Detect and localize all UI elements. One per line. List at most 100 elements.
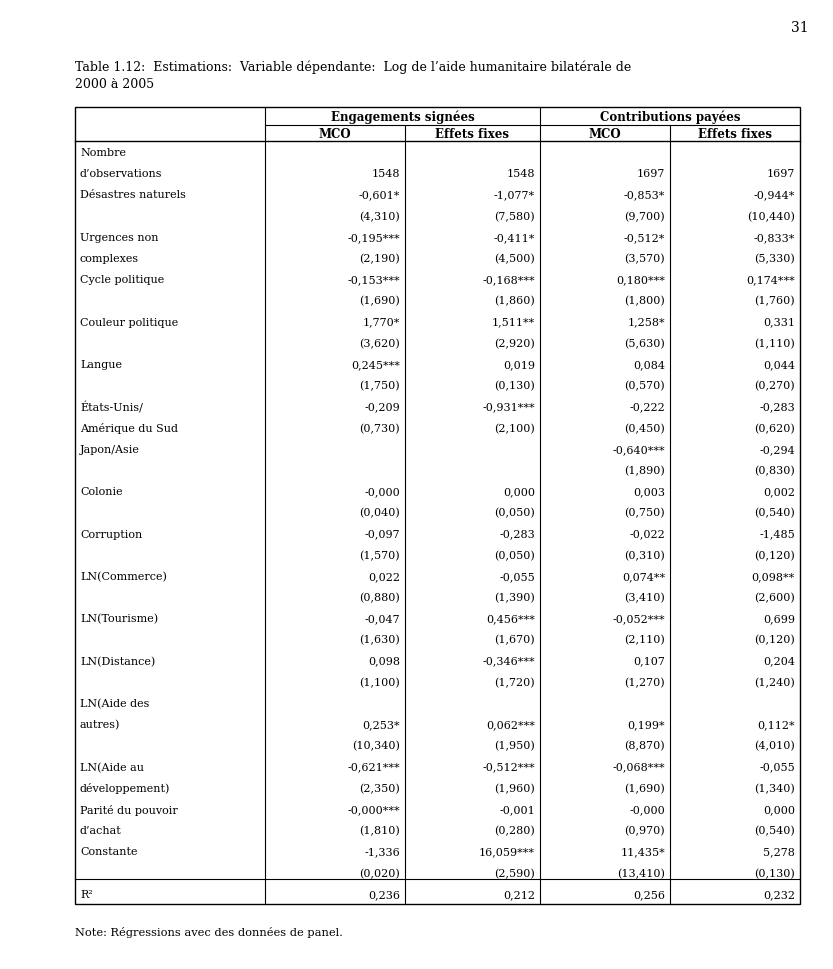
Text: (0,970): (0,970): [625, 826, 665, 835]
Text: Effets fixes: Effets fixes: [436, 127, 510, 141]
Text: complexes: complexes: [80, 254, 139, 264]
Text: (1,950): (1,950): [494, 740, 535, 751]
Text: (1,570): (1,570): [359, 550, 400, 560]
Text: Langue: Langue: [80, 359, 122, 369]
Text: Table 1.12:  Estimations:  Variable dépendante:  Log de l’aide humanitaire bilat: Table 1.12: Estimations: Variable dépend…: [75, 60, 631, 74]
Text: -0,411*: -0,411*: [494, 233, 535, 242]
Text: -0,512***: -0,512***: [482, 762, 535, 772]
Text: 31: 31: [791, 21, 809, 35]
Text: (2,920): (2,920): [494, 338, 535, 349]
Text: (5,630): (5,630): [624, 338, 665, 349]
Text: -0,294: -0,294: [759, 444, 795, 454]
Text: (0,620): (0,620): [754, 422, 795, 433]
Text: (0,040): (0,040): [359, 508, 400, 518]
Text: 1548: 1548: [372, 169, 400, 179]
Text: Parité du pouvoir: Parité du pouvoir: [80, 803, 177, 815]
Text: (0,540): (0,540): [754, 826, 795, 835]
Text: (0,310): (0,310): [624, 550, 665, 560]
Text: -0,853*: -0,853*: [624, 190, 665, 201]
Text: États-Unis/: États-Unis/: [80, 401, 143, 413]
Text: Amérique du Sud: Amérique du Sud: [80, 422, 178, 433]
Text: (2,110): (2,110): [624, 635, 665, 645]
Text: (2,190): (2,190): [359, 254, 400, 264]
Text: 0,699: 0,699: [763, 613, 795, 624]
Text: -0,022: -0,022: [629, 529, 665, 539]
Text: (0,830): (0,830): [754, 465, 795, 476]
Text: Note: Régressions avec des données de panel.: Note: Régressions avec des données de pa…: [75, 926, 343, 937]
Text: (1,690): (1,690): [359, 296, 400, 306]
Text: (1,630): (1,630): [359, 635, 400, 645]
Text: 0,253*: 0,253*: [362, 720, 400, 730]
Text: 0,003: 0,003: [633, 486, 665, 497]
Text: Désastres naturels: Désastres naturels: [80, 190, 186, 201]
Text: 0,044: 0,044: [763, 359, 795, 369]
Text: 0,212: 0,212: [503, 889, 535, 899]
Text: Corruption: Corruption: [80, 529, 142, 539]
Text: -0,283: -0,283: [499, 529, 535, 539]
Text: (1,890): (1,890): [624, 465, 665, 476]
Text: 0,331: 0,331: [763, 317, 795, 328]
Text: -0,283: -0,283: [759, 402, 795, 412]
Text: 16,059***: 16,059***: [479, 847, 535, 857]
Text: -0,346***: -0,346***: [482, 656, 535, 666]
Text: d’achat: d’achat: [80, 826, 122, 835]
Text: -1,336: -1,336: [364, 847, 400, 857]
Text: (0,130): (0,130): [494, 381, 535, 391]
Text: 0,000: 0,000: [763, 804, 795, 814]
Text: 0,180***: 0,180***: [616, 275, 665, 285]
Text: Nombre: Nombre: [80, 148, 126, 158]
Text: Constante: Constante: [80, 847, 137, 857]
Text: -0,055: -0,055: [499, 572, 535, 581]
Text: -0,001: -0,001: [499, 804, 535, 814]
Text: 0,074**: 0,074**: [622, 572, 665, 581]
Text: 0,232: 0,232: [763, 889, 795, 899]
Text: 1,770*: 1,770*: [362, 317, 400, 328]
Text: LN(Aide au: LN(Aide au: [80, 762, 144, 772]
Text: -0,640***: -0,640***: [612, 444, 665, 454]
Text: (1,810): (1,810): [359, 826, 400, 835]
Text: autres): autres): [80, 719, 121, 730]
Text: (1,860): (1,860): [494, 296, 535, 306]
Text: (8,870): (8,870): [625, 740, 665, 751]
Text: (2,350): (2,350): [359, 783, 400, 794]
Text: 0,098: 0,098: [368, 656, 400, 666]
Text: -1,485: -1,485: [759, 529, 795, 539]
Text: Cycle politique: Cycle politique: [80, 275, 164, 285]
Text: (1,270): (1,270): [625, 677, 665, 687]
Text: Colonie: Colonie: [80, 486, 122, 497]
Text: (1,240): (1,240): [754, 677, 795, 687]
Text: 0,062***: 0,062***: [486, 720, 535, 730]
Text: LN(Commerce): LN(Commerce): [80, 571, 167, 581]
Text: 0,112*: 0,112*: [757, 720, 795, 730]
Text: (3,570): (3,570): [625, 254, 665, 264]
Text: 0,204: 0,204: [763, 656, 795, 666]
Text: (13,410): (13,410): [617, 867, 665, 878]
Text: Contributions payées: Contributions payées: [600, 110, 741, 124]
Text: LN(Aide des: LN(Aide des: [80, 699, 149, 708]
Text: (0,050): (0,050): [494, 508, 535, 518]
Text: (0,130): (0,130): [754, 867, 795, 878]
Text: (1,720): (1,720): [494, 677, 535, 687]
Text: d’observations: d’observations: [80, 169, 162, 179]
Text: 0,019: 0,019: [503, 359, 535, 369]
Text: (3,410): (3,410): [624, 592, 665, 603]
Text: 5,278: 5,278: [763, 847, 795, 857]
Text: (0,020): (0,020): [359, 867, 400, 878]
Text: -0,168***: -0,168***: [482, 275, 535, 285]
Text: Engagements signées: Engagements signées: [331, 110, 474, 124]
Text: (7,580): (7,580): [494, 211, 535, 222]
Text: -0,944*: -0,944*: [754, 190, 795, 201]
Text: (5,330): (5,330): [754, 254, 795, 264]
Text: 0,174***: 0,174***: [746, 275, 795, 285]
Text: 1,258*: 1,258*: [627, 317, 665, 328]
Text: (0,120): (0,120): [754, 550, 795, 560]
Text: (0,120): (0,120): [754, 635, 795, 645]
Text: (1,670): (1,670): [494, 635, 535, 645]
Text: (2,100): (2,100): [494, 422, 535, 433]
Text: (1,110): (1,110): [754, 338, 795, 349]
Text: Urgences non: Urgences non: [80, 233, 158, 242]
Text: (0,570): (0,570): [625, 381, 665, 391]
Text: MCO: MCO: [319, 127, 352, 141]
Text: (3,620): (3,620): [359, 338, 400, 349]
Text: (0,050): (0,050): [494, 550, 535, 560]
